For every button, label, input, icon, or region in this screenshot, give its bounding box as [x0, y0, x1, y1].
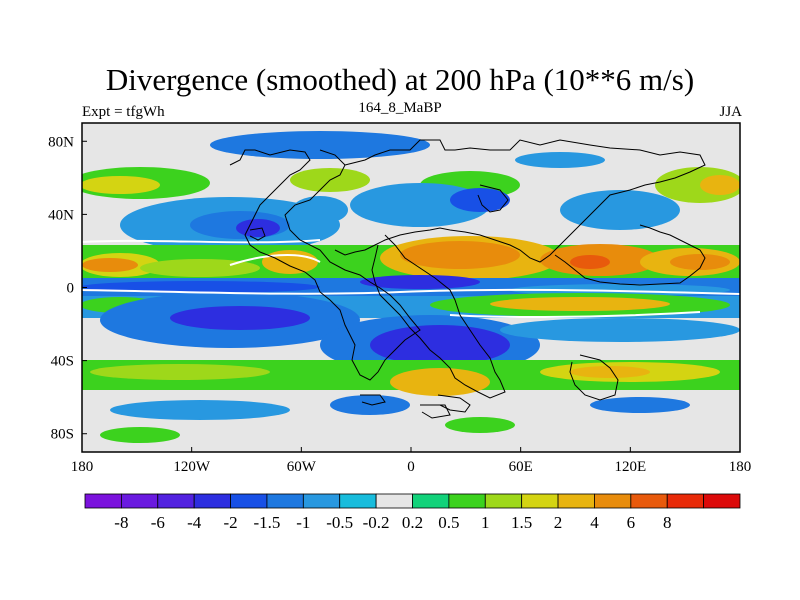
lat-tick-label: 40N — [48, 207, 74, 223]
lon-axis: 180 120W 60W 0 60E 120E 180 — [71, 447, 752, 475]
field-patch — [82, 258, 138, 272]
field-patch — [170, 306, 310, 330]
colorbar-swatch — [339, 493, 377, 509]
field-patch — [110, 400, 290, 420]
lat-axis: 80N 40N 0 40S 80S — [48, 134, 87, 443]
colorbar-label: 1 — [481, 513, 490, 532]
colorbar-label: 6 — [627, 513, 636, 532]
colorbar-label: -4 — [187, 513, 202, 532]
field-patch — [570, 366, 650, 378]
colorbar-label: 0.2 — [402, 513, 423, 532]
field-patch — [236, 219, 280, 237]
lon-tick-label: 180 — [71, 459, 94, 475]
colorbar-label: 8 — [663, 513, 672, 532]
plot-title: Divergence (smoothed) at 200 hPa (10**6 … — [105, 62, 695, 97]
colorbar-swatch — [630, 493, 668, 509]
lat-tick-label: 80N — [48, 134, 74, 150]
field-patch — [570, 255, 610, 269]
colorbar-label: -1.5 — [253, 513, 280, 532]
colorbar-label: -0.2 — [363, 513, 390, 532]
field-patch — [100, 427, 180, 443]
colorbar-swatch — [230, 493, 268, 509]
field-patch — [90, 364, 270, 380]
lat-tick-label: 40S — [51, 354, 74, 370]
lon-tick-label: 0 — [407, 459, 415, 475]
lon-tick-label: 60W — [287, 459, 317, 475]
colorbar-swatch — [157, 493, 195, 509]
colorbar-label: -0.5 — [326, 513, 353, 532]
field-patch — [445, 417, 515, 433]
colorbar-swatch — [120, 493, 159, 509]
season-label: JJA — [719, 104, 742, 120]
colorbar-label: -6 — [151, 513, 165, 532]
colorbar-label: 1.5 — [511, 513, 532, 532]
colorbar-label: 2 — [554, 513, 563, 532]
run-label: 164_8_MaBP — [358, 100, 442, 116]
field-patch — [400, 241, 520, 269]
field-patch — [82, 176, 160, 194]
colorbar-swatch — [557, 493, 595, 509]
colorbar-swatch — [84, 493, 122, 509]
field-patch — [140, 259, 260, 277]
colorbar-label: -8 — [114, 513, 128, 532]
zero-contour — [229, 253, 321, 266]
field-patch — [390, 368, 490, 396]
colorbar-swatch — [703, 493, 741, 509]
field-patch — [490, 297, 670, 311]
lat-tick-label: 0 — [67, 281, 75, 297]
field-patch — [370, 325, 510, 365]
field-patch — [515, 152, 605, 168]
lon-tick-label: 60E — [509, 459, 533, 475]
zero-contour — [82, 288, 740, 295]
colorbar-swatch — [302, 493, 341, 509]
colorbar-swatch — [521, 493, 559, 509]
field-patch — [360, 275, 480, 289]
colorbar-label: 4 — [590, 513, 599, 532]
colorbar-label: -1 — [296, 513, 310, 532]
field-patch — [500, 318, 740, 342]
field-patch — [590, 397, 690, 413]
zero-contour — [449, 311, 701, 318]
colorbar-swatch — [375, 493, 413, 509]
field-patch — [560, 190, 680, 230]
lat-tick-label: 80S — [51, 427, 74, 443]
field-patch — [210, 131, 430, 159]
colorbar-swatch — [193, 493, 231, 509]
field-layer — [82, 123, 740, 452]
colorbar-swatch — [448, 493, 486, 509]
field-patch — [700, 175, 740, 195]
field-patch — [82, 281, 320, 293]
experiment-label: Expt = tfgWh — [82, 104, 165, 120]
field-patch — [292, 196, 348, 224]
lon-tick-label: 120W — [173, 459, 211, 475]
colorbar-label: -2 — [223, 513, 237, 532]
colorbar-swatch — [266, 493, 304, 509]
colorbar-label: 0.5 — [438, 513, 459, 532]
field-patch — [330, 395, 410, 415]
coastlines — [229, 139, 706, 419]
colorbar-swatch — [666, 493, 705, 509]
lon-tick-label: 120E — [614, 459, 646, 475]
colorbar-swatch — [594, 493, 632, 509]
zero-contour — [82, 239, 321, 244]
lon-tick-label: 180 — [729, 459, 752, 475]
colorbar-swatch — [484, 493, 523, 509]
field-patch — [670, 254, 730, 270]
colorbar-swatch — [412, 493, 450, 509]
